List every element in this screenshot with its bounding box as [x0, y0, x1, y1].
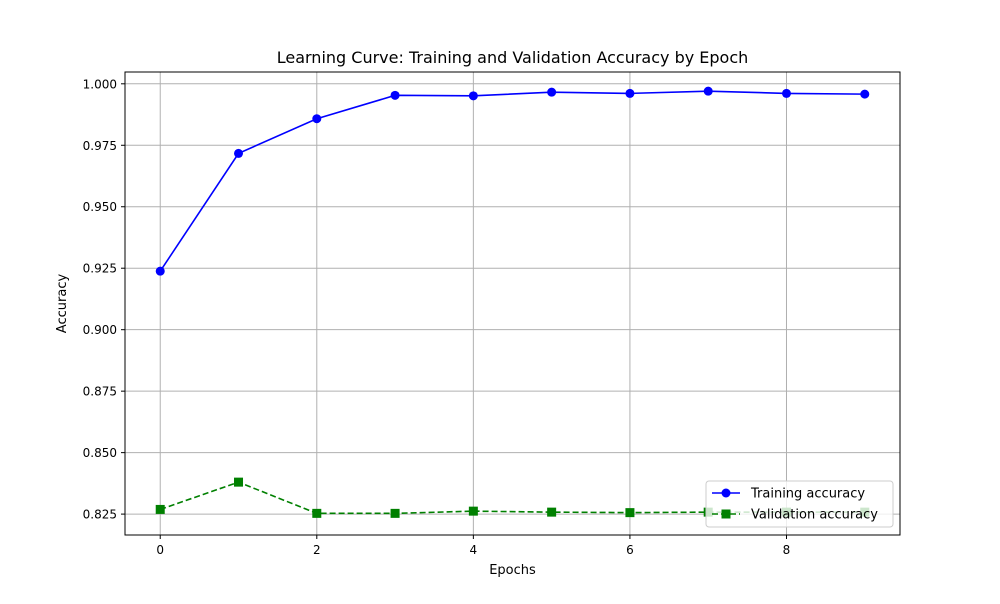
chart-title: Learning Curve: Training and Validation …	[277, 48, 749, 67]
data-point	[625, 508, 635, 518]
x-tick-label: 4	[470, 543, 478, 557]
legend-label: Validation accuracy	[751, 508, 878, 523]
data-point	[390, 90, 400, 100]
x-tick-label: 2	[313, 543, 321, 557]
y-tick-label: 0.850	[83, 446, 117, 460]
legend-marker	[721, 488, 731, 498]
y-axis-label: Accuracy	[55, 274, 70, 334]
data-point	[468, 506, 478, 516]
y-tick-label: 0.875	[83, 385, 117, 399]
legend: Training accuracy Validation accuracy	[705, 480, 894, 528]
y-tick-label: 0.825	[83, 508, 117, 522]
series-layer	[155, 86, 870, 518]
axes-frame	[124, 71, 901, 536]
x-tick-label: 0	[156, 543, 164, 557]
y-tick-label: 0.900	[83, 323, 117, 337]
data-point	[547, 87, 557, 97]
series-training	[155, 86, 870, 276]
grid-layer	[125, 72, 900, 535]
y-tick-label: 1.000	[83, 77, 117, 91]
data-point	[312, 114, 322, 124]
x-tick-label: 6	[626, 543, 634, 557]
y-tick-label: 0.975	[83, 139, 117, 153]
data-point	[155, 504, 165, 514]
data-point	[547, 507, 557, 517]
data-point	[625, 88, 635, 98]
data-point	[390, 508, 400, 518]
legend-box	[705, 480, 894, 528]
data-point	[234, 148, 244, 158]
y-tick-label: 0.950	[83, 200, 117, 214]
data-point	[155, 266, 165, 276]
x-axis-label: Epochs	[489, 563, 536, 578]
series-line	[159, 90, 865, 272]
data-point	[468, 91, 478, 101]
x-tick-label: 8	[783, 543, 791, 557]
legend-label: Training accuracy	[750, 487, 865, 502]
data-point	[703, 86, 713, 96]
ticks-layer: 0 2 4 6 8 0.825 0.850 0.875 0.900 0.925 0.950 0.975…	[83, 77, 791, 557]
legend-marker	[721, 509, 731, 519]
data-point	[312, 508, 322, 518]
data-point	[860, 89, 870, 99]
y-tick-label: 0.925	[83, 262, 117, 276]
data-point	[781, 88, 791, 98]
data-point	[234, 477, 244, 487]
